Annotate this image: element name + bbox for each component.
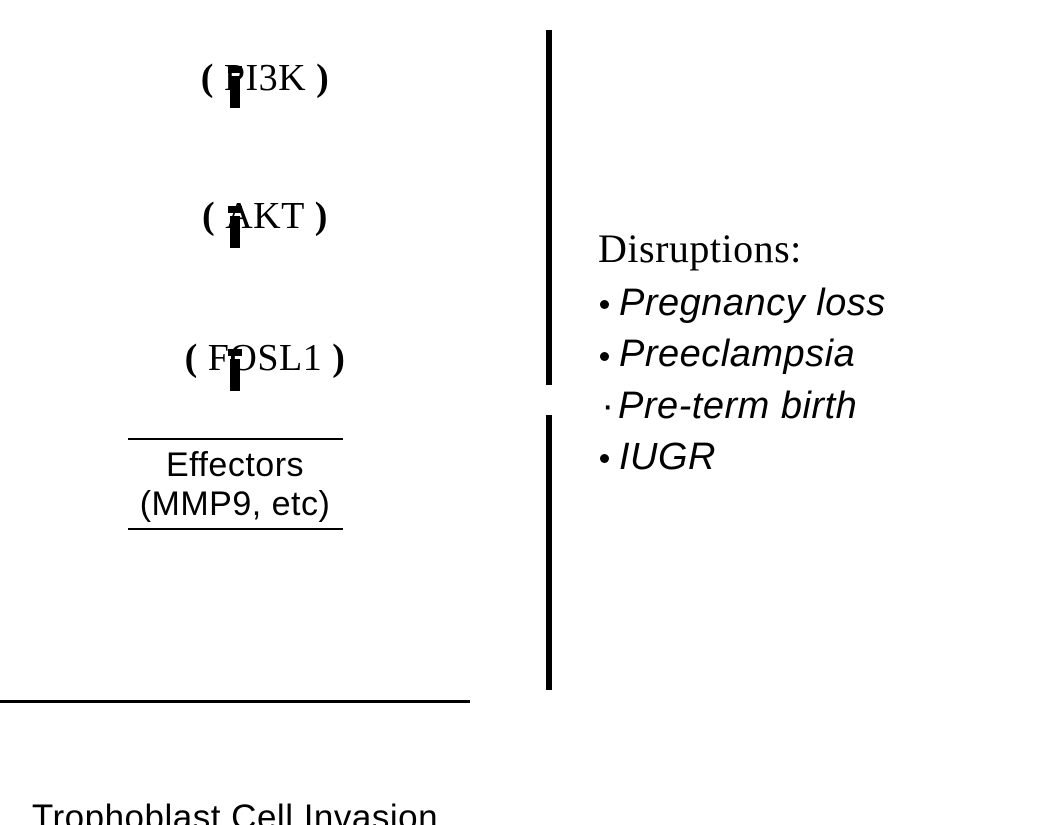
arrow-icon (0, 206, 470, 248)
outcome-block: Trophoblast Cell Invasion Uterine Spiral… (0, 700, 470, 825)
bracket-bottom (546, 415, 552, 690)
list-item: ·Pre-term birth (598, 381, 1028, 432)
disruptions-list: Pregnancy loss Preeclampsia ·Pre-term bi… (598, 278, 1028, 483)
effectors-block: Effectors (MMP9, etc) (0, 438, 470, 530)
list-item: IUGR (598, 432, 1028, 483)
bullet-icon: · (598, 381, 618, 432)
arrow-icon (0, 66, 470, 108)
diagram-canvas: ( PI3K ) ( AKT ) ( FOSL1 ) Effectors (MM… (0, 0, 1050, 825)
arrow-icon (0, 349, 470, 391)
bracket-top (546, 30, 552, 385)
outcome-line1: Trophoblast Cell Invasion (0, 797, 470, 825)
effectors-line1: Effectors (0, 446, 470, 485)
disruptions-title: Disruptions: (598, 225, 1028, 272)
bullet-icon (600, 352, 609, 361)
bullet-icon (600, 300, 609, 309)
list-item: Preeclampsia (598, 329, 1028, 380)
bullet-icon (600, 454, 609, 463)
bracket-icon (546, 30, 552, 690)
disruptions-panel: Disruptions: Pregnancy loss Preeclampsia… (598, 225, 1028, 483)
list-item: Pregnancy loss (598, 278, 1028, 329)
divider (128, 528, 343, 530)
effectors-line2: (MMP9, etc) (0, 485, 470, 524)
